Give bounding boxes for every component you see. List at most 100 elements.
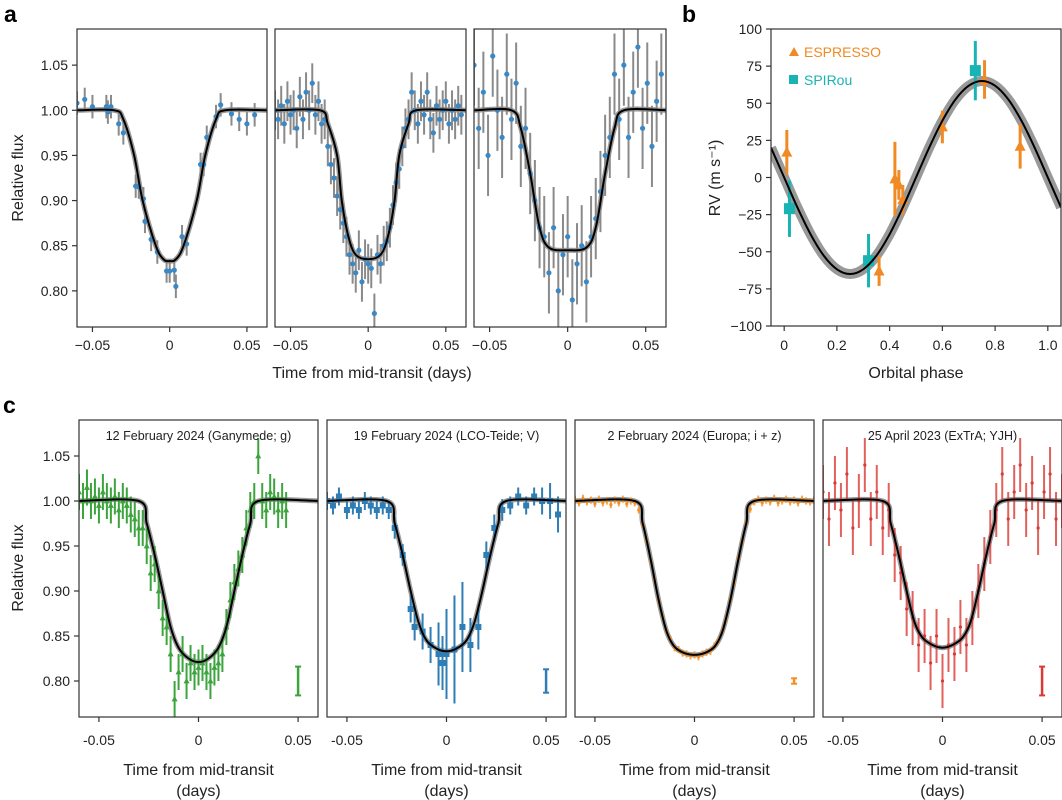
x-tick-label: 0: [166, 337, 174, 353]
y-tick-label: −100: [730, 318, 762, 334]
data-point: [928, 661, 933, 665]
data-point: [79, 488, 82, 495]
data-point: [127, 511, 134, 517]
data-point: [551, 225, 557, 231]
data-point: [294, 125, 300, 131]
data-point: [312, 112, 318, 118]
x-tick-label: -0.05: [579, 732, 611, 748]
model-curve: [575, 498, 814, 656]
y-tick-label: 0.95: [41, 147, 68, 163]
data-point: [331, 175, 337, 181]
x-tick-label: 0.05: [780, 732, 807, 748]
x-axis-label-units: (days): [424, 783, 468, 800]
axes-frame: [274, 28, 467, 328]
data-point: [139, 524, 146, 531]
data-point: [483, 552, 490, 558]
y-tick-label: 1.05: [41, 57, 68, 73]
data-point: [131, 515, 138, 522]
x-axis-label-units: (days): [176, 783, 220, 800]
data-point: [421, 112, 427, 118]
legend: ESPRESSO SPIRou: [789, 44, 881, 88]
data-point: [565, 234, 571, 240]
x-tick-label: 0.05: [632, 337, 659, 353]
y-tick-label: 0.90: [43, 583, 70, 599]
data-point: [1012, 490, 1016, 494]
plot-area: [823, 438, 1062, 708]
y-tick-label: 1.05: [43, 448, 70, 464]
x-tick-label: -0.05: [827, 732, 859, 748]
legend-spirou: SPIRou: [804, 72, 852, 88]
data-point: [1024, 508, 1028, 512]
y-tick-label: 0.90: [41, 193, 68, 209]
data-point: [490, 53, 496, 59]
data-point: [203, 668, 210, 675]
data-point: [337, 207, 343, 213]
plot-area: [327, 483, 566, 704]
subplot-b-3: 0 0.2 0.4 0.6 0.8 1.0 −100 −75 −50 −25 0 25 50 75 100: [730, 21, 1062, 353]
data-point: [368, 265, 374, 271]
x-tick-label: 0: [364, 337, 372, 353]
data-point: [318, 121, 325, 127]
data-point: [427, 116, 433, 122]
data-point: [159, 614, 166, 621]
x-tick-label: 0.05: [1028, 732, 1055, 748]
data-point: [365, 261, 371, 267]
data-point: [204, 134, 210, 140]
data-point: [893, 178, 905, 190]
panel-b-ylabel: RV (m s⁻¹): [707, 140, 724, 217]
data-point: [328, 161, 334, 168]
data-point: [284, 98, 291, 104]
data-point: [236, 116, 242, 122]
data-point: [430, 130, 436, 136]
plot-area: [79, 438, 318, 717]
y-tick-label: −75: [738, 281, 762, 297]
y-tick-label: −50: [738, 244, 762, 260]
data-point: [476, 125, 482, 131]
data-point: [905, 607, 909, 611]
subplot-a-2: −0.05 0 0.05: [472, 28, 667, 353]
data-point: [173, 283, 179, 289]
data-point: [507, 502, 514, 509]
x-tick-label: 1.0: [1038, 337, 1058, 353]
data-point: [768, 500, 772, 504]
data-point: [474, 62, 477, 68]
data-point: [211, 664, 218, 670]
y-tick-label: 0.80: [43, 673, 70, 689]
subplot-title: 19 February 2024 (LCO-Teide; V): [354, 429, 540, 443]
x-axis-label: Time from mid-transit: [123, 762, 274, 779]
x-axis-label: Time from mid-transit: [619, 762, 770, 779]
data-point: [116, 121, 122, 127]
data-point: [377, 261, 384, 267]
data-point: [297, 94, 303, 100]
data-point: [187, 659, 194, 666]
plot-area: [771, 40, 1061, 288]
data-point: [637, 508, 641, 512]
data-point: [219, 650, 226, 657]
x-tick-label: 0: [939, 732, 947, 748]
data-point: [922, 634, 927, 638]
subplot-title: 12 February 2024 (Ganymede; g): [106, 429, 292, 443]
y-tick-label: 25: [746, 132, 762, 148]
data-point: [218, 102, 224, 108]
x-tick-label: 0: [780, 337, 788, 353]
data-point: [1054, 517, 1058, 521]
x-axis-label-units: (days): [920, 783, 964, 800]
data-point: [593, 502, 597, 506]
data-point: [555, 288, 561, 294]
x-tick-label: 0: [691, 732, 699, 748]
x-tick-label: −0.05: [273, 337, 309, 353]
data-point: [171, 695, 178, 702]
data-point: [107, 502, 114, 508]
x-tick-label: 0: [564, 337, 572, 353]
data-point: [601, 501, 605, 505]
data-point: [760, 501, 764, 505]
data-point: [82, 96, 88, 103]
data-point: [143, 542, 150, 549]
data-point: [617, 501, 621, 505]
x-tick-label: 0: [443, 732, 451, 748]
data-point: [696, 655, 701, 659]
data-point: [356, 247, 362, 253]
x-tick-label: 0.05: [432, 337, 459, 353]
data-point: [625, 134, 632, 140]
legend-square-marker: [789, 75, 798, 84]
